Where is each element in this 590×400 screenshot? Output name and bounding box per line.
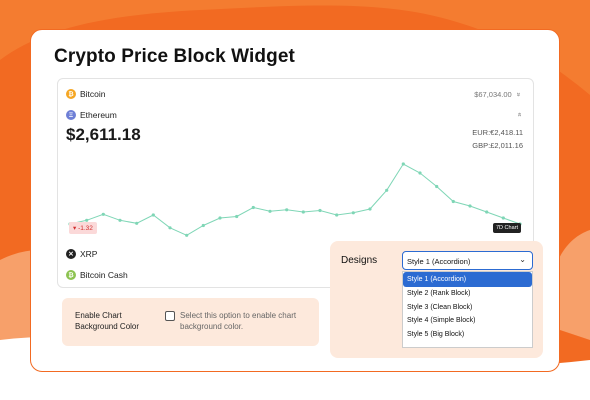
designs-selected-value: Style 1 (Accordion) — [407, 257, 471, 266]
bitcoin-price-value: $67,034.00 — [474, 90, 512, 99]
data-point — [268, 209, 272, 213]
ethereum-price: $2,611.18 — [66, 125, 141, 144]
range-badge[interactable]: 7D Chart — [492, 223, 521, 233]
data-point — [468, 204, 472, 208]
chart-background-setting: Enable Chart Background Color Select thi… — [62, 298, 319, 346]
designs-select[interactable]: Style 1 (Accordion) ⌄ — [402, 251, 533, 270]
option-style-5[interactable]: Style 5 (Big Block) — [407, 330, 465, 338]
setting-label: Enable Chart Background Color — [75, 311, 140, 331]
bitcoin-cash-icon: ₿ — [66, 270, 76, 280]
data-point — [185, 233, 189, 237]
data-point — [401, 162, 405, 166]
data-point — [251, 205, 255, 210]
data-point — [285, 208, 289, 212]
setting-description: Select this option to enable chart backg… — [180, 311, 297, 331]
data-point — [451, 199, 455, 204]
data-point — [485, 210, 489, 214]
data-point — [235, 214, 239, 219]
option-style-3[interactable]: Style 3 (Clean Block) — [407, 303, 473, 311]
bitcoin-icon: ₿ — [66, 89, 76, 99]
data-point — [168, 226, 172, 230]
data-point — [335, 213, 339, 217]
eur-price: EUR:€2,418.11 — [472, 128, 523, 137]
coin-name: Ethereum — [80, 110, 117, 120]
chart-background-checkbox[interactable] — [165, 311, 175, 321]
data-point — [351, 211, 355, 215]
coin-row-ethereum[interactable]: Ξ Ethereum — [66, 110, 117, 120]
designs-options-list: Style 1 (Accordion) Style 2 (Rank Block)… — [402, 271, 533, 348]
change-badge: ▾ -1.32 — [69, 222, 97, 234]
data-point — [501, 216, 505, 220]
gbp-price: GBP:£2,011.16 — [472, 141, 523, 150]
coin-row-xrp[interactable]: ✕ XRP — [66, 249, 97, 259]
series-line — [69, 163, 521, 236]
option-style-1[interactable]: Style 1 (Accordion) — [403, 272, 532, 287]
option-style-4[interactable]: Style 4 (Simple Block) — [407, 317, 476, 324]
data-point — [318, 208, 322, 213]
coin-row-bitcoin-cash[interactable]: ₿ Bitcoin Cash — [66, 270, 128, 280]
data-point — [85, 218, 89, 222]
data-point — [435, 184, 439, 189]
data-point — [418, 171, 422, 175]
coin-name: Bitcoin Cash — [80, 270, 128, 280]
ethereum-icon: Ξ — [66, 110, 76, 120]
data-point — [151, 213, 155, 217]
xrp-icon: ✕ — [66, 249, 76, 259]
chevron-down-icon: ⌄ — [519, 255, 526, 264]
data-point — [101, 212, 105, 216]
data-point — [135, 221, 139, 225]
option-style-2[interactable]: Style 2 (Rank Block) — [407, 290, 471, 297]
data-point — [368, 207, 372, 211]
data-point — [301, 210, 305, 214]
data-point — [201, 223, 205, 228]
coin-name: XRP — [80, 249, 98, 259]
page-title: Crypto Price Block Widget — [54, 46, 295, 67]
data-point — [118, 218, 122, 222]
designs-setting: Designs Style 1 (Accordion) ⌄ Style 1 (A… — [330, 241, 543, 358]
designs-label: Designs — [341, 255, 378, 266]
coin-name: Bitcoin — [80, 89, 106, 99]
data-point — [218, 216, 222, 220]
coin-row-bitcoin[interactable]: ₿ Bitcoin — [66, 89, 106, 99]
bitcoin-price: $67,034.00 » — [474, 90, 523, 99]
data-point — [385, 188, 389, 192]
